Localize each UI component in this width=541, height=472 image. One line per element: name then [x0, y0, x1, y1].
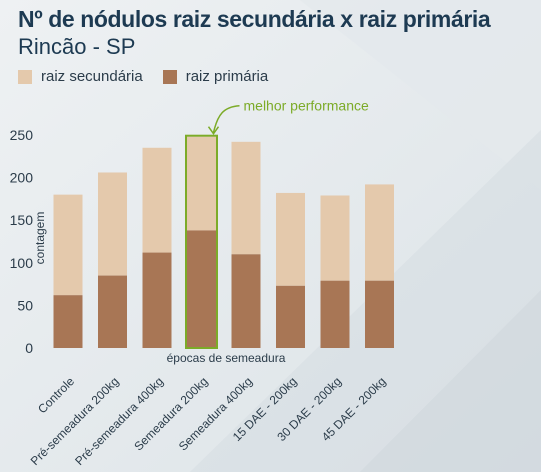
bar-segment-secondary: [187, 136, 216, 231]
legend-label-secondary: raiz secundária: [41, 68, 143, 85]
y-tick-label: 100: [10, 255, 34, 271]
bar-segment-primary: [98, 275, 127, 348]
y-tick-label: 250: [10, 127, 34, 143]
bar-segment-secondary: [142, 147, 172, 253]
chart-title: Nº de nódulos raiz secundária x raiz pri…: [18, 6, 491, 32]
bar-segment-secondary: [53, 194, 83, 296]
annotation-arrowhead: [207, 126, 220, 135]
annotation-label: melhor performance: [244, 98, 369, 114]
y-tick-label: 150: [10, 212, 34, 228]
bar-segment-primary: [365, 280, 394, 348]
bar-segment-primary: [231, 254, 261, 348]
bar-segment-primary: [53, 295, 83, 348]
chart-subtitle: Rincão - SP: [18, 34, 136, 59]
highlight-box: [185, 134, 218, 349]
bar-segment-primary: [276, 285, 305, 348]
bar-segment-primary: [320, 280, 350, 348]
annotation-arrow: [212, 104, 240, 133]
legend-swatch-secondary: [18, 69, 32, 84]
chart-legend: raiz secundária raiz primária: [18, 68, 288, 85]
legend-item-secondary: raiz secundária: [18, 68, 143, 85]
legend-item-primary: raiz primária: [162, 68, 269, 85]
legend-label-primary: raiz primária: [185, 68, 269, 85]
bar-segment-secondary: [365, 184, 394, 281]
bar-segment-secondary: [276, 192, 305, 286]
y-axis-title: contagem: [33, 212, 47, 265]
y-tick-label: 200: [10, 170, 34, 186]
x-axis-title: épocas de semeadura: [167, 351, 286, 365]
y-tick-label: 0: [25, 340, 33, 356]
bar-segment-secondary: [231, 141, 261, 255]
bar-segment-secondary: [98, 172, 127, 276]
x-tick-label: Pré-semeadura 400kg: [72, 374, 166, 468]
bar-segment-secondary: [320, 195, 350, 281]
legend-swatch-primary: [162, 69, 177, 84]
bar-segment-primary: [142, 252, 172, 348]
x-tick-label: Pré-semeadura 200kg: [28, 374, 122, 468]
x-tick-label: Controle: [35, 374, 77, 416]
y-tick-label: 50: [17, 297, 33, 313]
bar-segment-primary: [187, 230, 216, 348]
